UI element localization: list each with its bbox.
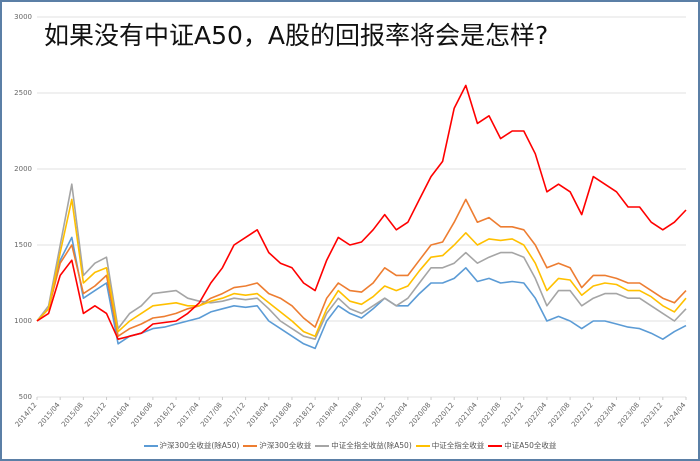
x-tick-label: 2021/12 — [500, 401, 525, 428]
legend-label: 沪深300全收益(除A50) — [159, 441, 240, 450]
x-tick-label: 2017/12 — [222, 401, 247, 428]
legend-item: 沪深300全收益 — [243, 440, 311, 451]
y-tick-label: 3000 — [14, 13, 32, 21]
x-tick-label: 2016/12 — [153, 401, 178, 428]
y-tick-label: 1500 — [14, 241, 32, 249]
x-tick-label: 2015/04 — [37, 401, 62, 429]
x-tick-label: 2016/04 — [106, 401, 131, 429]
legend-item: 中证A50全收益 — [488, 440, 556, 451]
x-tick-label: 2021/08 — [477, 401, 502, 428]
x-tick-label: 2020/04 — [385, 401, 410, 429]
legend-swatch — [488, 445, 503, 447]
y-tick-label: 2000 — [14, 165, 32, 173]
legend-item: 中证全指全收益(除A50) — [315, 440, 412, 451]
legend-item: 中证全指全收益 — [415, 440, 485, 451]
x-tick-label: 2020/08 — [408, 401, 433, 428]
x-tick-label: 2023/08 — [616, 401, 641, 428]
x-tick-label: 2015/08 — [60, 401, 85, 428]
x-tick-label: 2022/08 — [547, 401, 572, 428]
legend-swatch — [243, 445, 258, 447]
legend-label: 中证全指全收益(除A50) — [331, 441, 412, 450]
legend: 沪深300全收益(除A50) 沪深300全收益 中证全指全收益(除A50) 中证全指全… — [2, 440, 698, 451]
series-line-2 — [36, 183, 687, 341]
legend-swatch — [315, 445, 330, 447]
series-line-4 — [36, 84, 687, 341]
x-tick-label: 2019/04 — [315, 401, 340, 429]
legend-swatch — [415, 445, 430, 447]
x-tick-label: 2020/12 — [431, 401, 456, 428]
x-tick-label: 2024/04 — [663, 401, 688, 429]
legend-item: 沪深300全收益(除A50) — [143, 440, 240, 451]
x-tick-label: 2014/12 — [14, 401, 39, 428]
x-tick-label: 2015/12 — [83, 401, 108, 428]
legend-label: 中证A50全收益 — [504, 441, 557, 450]
legend-label: 沪深300全收益 — [259, 441, 312, 450]
series-line-0 — [36, 236, 687, 350]
x-tick-label: 2023/04 — [593, 401, 618, 429]
series-line-3 — [36, 198, 687, 338]
x-tick-label: 2022/12 — [570, 401, 595, 428]
legend-label: 中证全指全收益 — [431, 441, 485, 450]
x-tick-label: 2017/08 — [199, 401, 224, 428]
x-tick-label: 2017/04 — [176, 401, 201, 429]
chart-title: 如果没有中证A50，A股的回报率将会是怎样? — [44, 21, 549, 50]
legend-swatch — [143, 445, 158, 447]
y-tick-label: 500 — [19, 393, 32, 401]
x-tick-label: 2019/12 — [361, 401, 386, 428]
x-tick-label: 2019/08 — [338, 401, 363, 428]
y-tick-label: 1000 — [14, 317, 32, 325]
x-tick-label: 2022/04 — [524, 401, 549, 429]
x-tick-label: 2023/12 — [640, 401, 665, 428]
x-tick-label: 2018/04 — [245, 401, 270, 429]
x-tick-label: 2016/08 — [130, 401, 155, 428]
series-line-1 — [36, 198, 687, 338]
x-tick-label: 2018/12 — [292, 401, 317, 428]
y-tick-label: 2500 — [14, 89, 32, 97]
x-tick-label: 2021/04 — [454, 401, 479, 429]
x-tick-label: 2018/08 — [269, 401, 294, 428]
